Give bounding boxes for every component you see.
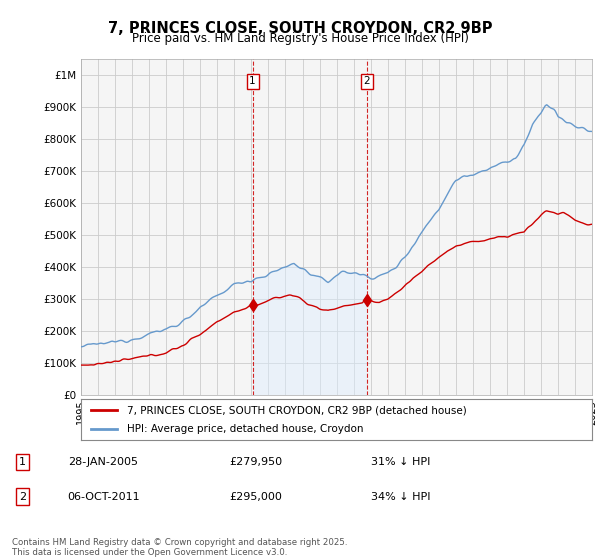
Text: 31% ↓ HPI: 31% ↓ HPI xyxy=(371,457,430,467)
Text: 7, PRINCES CLOSE, SOUTH CROYDON, CR2 9BP (detached house): 7, PRINCES CLOSE, SOUTH CROYDON, CR2 9BP… xyxy=(127,405,467,415)
Text: £279,950: £279,950 xyxy=(229,457,283,467)
Text: 34% ↓ HPI: 34% ↓ HPI xyxy=(371,492,430,502)
Text: 1: 1 xyxy=(19,457,26,467)
Text: 06-OCT-2011: 06-OCT-2011 xyxy=(68,492,140,502)
Text: Price paid vs. HM Land Registry's House Price Index (HPI): Price paid vs. HM Land Registry's House … xyxy=(131,32,469,45)
Text: 1: 1 xyxy=(249,76,256,86)
Text: 7, PRINCES CLOSE, SOUTH CROYDON, CR2 9BP: 7, PRINCES CLOSE, SOUTH CROYDON, CR2 9BP xyxy=(108,21,492,36)
Text: HPI: Average price, detached house, Croydon: HPI: Average price, detached house, Croy… xyxy=(127,424,364,433)
Text: Contains HM Land Registry data © Crown copyright and database right 2025.
This d: Contains HM Land Registry data © Crown c… xyxy=(12,538,347,557)
Text: 2: 2 xyxy=(19,492,26,502)
Text: 28-JAN-2005: 28-JAN-2005 xyxy=(68,457,138,467)
Text: 2: 2 xyxy=(363,76,370,86)
Text: £295,000: £295,000 xyxy=(229,492,283,502)
